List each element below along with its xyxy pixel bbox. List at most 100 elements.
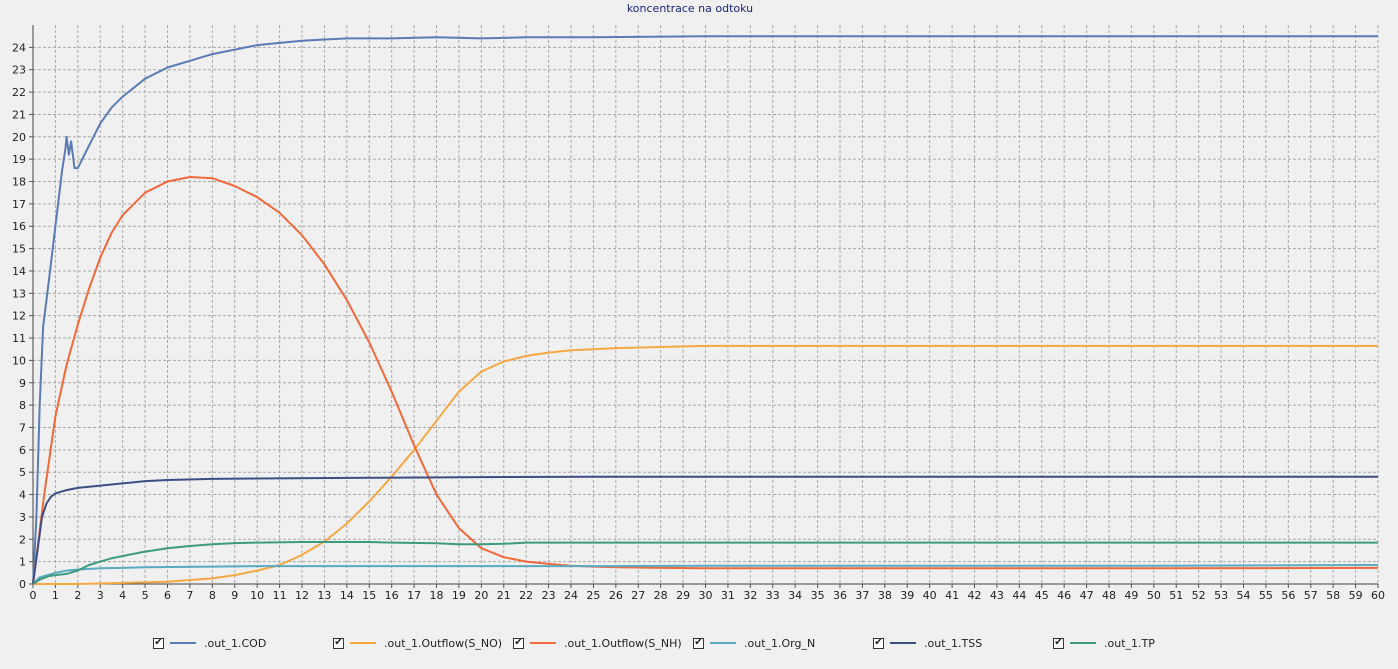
y-tick-label: 5 bbox=[19, 466, 26, 479]
x-tick-label: 34 bbox=[788, 589, 802, 602]
legend-checkbox[interactable]: ✔ bbox=[153, 637, 164, 649]
series-line-3 bbox=[32, 564, 1379, 585]
legend-label: .out_1.COD bbox=[204, 636, 267, 650]
x-tick-label: 11 bbox=[273, 589, 287, 602]
x-tick-label: 16 bbox=[385, 589, 399, 602]
x-tick-label: 59 bbox=[1349, 589, 1363, 602]
x-tick-label: 36 bbox=[833, 589, 847, 602]
legend-swatch bbox=[170, 642, 196, 644]
series-line-4 bbox=[32, 475, 1378, 585]
x-tick-label: 29 bbox=[676, 589, 690, 602]
legend-item[interactable]: ✔ .out_1.TSS bbox=[873, 634, 982, 652]
x-tick-label: 56 bbox=[1281, 589, 1295, 602]
x-tick-label: 33 bbox=[766, 589, 780, 602]
x-tick-label: 53 bbox=[1214, 589, 1228, 602]
x-tick-label: 15 bbox=[362, 589, 376, 602]
y-tick-label: 24 bbox=[12, 41, 26, 54]
series-lines bbox=[32, 35, 1379, 585]
x-tick-label: 5 bbox=[142, 589, 149, 602]
x-tick-label: 27 bbox=[631, 589, 645, 602]
x-tick-label: 55 bbox=[1259, 589, 1273, 602]
x-tick-label: 45 bbox=[1035, 589, 1049, 602]
legend-checkbox[interactable]: ✔ bbox=[693, 637, 704, 649]
y-tick-label: 10 bbox=[12, 354, 26, 367]
x-tick-label: 50 bbox=[1147, 589, 1161, 602]
legend-swatch bbox=[350, 642, 376, 644]
legend-item[interactable]: ✔ .out_1.Outflow(S_NH) bbox=[513, 634, 682, 652]
x-tick-label: 12 bbox=[295, 589, 309, 602]
series-line-0 bbox=[32, 35, 1378, 585]
y-tick-label: 8 bbox=[19, 399, 26, 412]
x-tick-label: 25 bbox=[586, 589, 600, 602]
legend-checkbox[interactable]: ✔ bbox=[513, 637, 524, 649]
x-tick-label: 32 bbox=[743, 589, 757, 602]
x-tick-label: 58 bbox=[1326, 589, 1340, 602]
y-tick-label: 15 bbox=[12, 243, 26, 256]
y-tick-label: 16 bbox=[12, 220, 26, 233]
x-tick-label: 6 bbox=[164, 589, 171, 602]
legend-item[interactable]: ✔ .out_1.COD bbox=[153, 634, 266, 652]
series-line-5 bbox=[32, 541, 1378, 585]
x-tick-label: 57 bbox=[1304, 589, 1318, 602]
x-tick-label: 40 bbox=[923, 589, 937, 602]
legend-label: .out_1.Outflow(S_NH) bbox=[564, 636, 682, 650]
x-tick-label: 22 bbox=[519, 589, 533, 602]
legend-item[interactable]: ✔ .out_1.TP bbox=[1053, 634, 1155, 652]
y-tick-label: 11 bbox=[12, 332, 26, 345]
x-tick-label: 2 bbox=[74, 589, 81, 602]
y-tick-label: 9 bbox=[19, 377, 26, 390]
x-tick-label: 1 bbox=[52, 589, 59, 602]
legend-label: .out_1.TP bbox=[1104, 636, 1155, 650]
x-tick-label: 18 bbox=[430, 589, 444, 602]
y-tick-label: 2 bbox=[19, 533, 26, 546]
x-tick-label: 23 bbox=[542, 589, 556, 602]
x-tick-label: 38 bbox=[878, 589, 892, 602]
y-tick-label: 21 bbox=[12, 108, 26, 121]
x-tick-label: 10 bbox=[250, 589, 264, 602]
legend-checkbox[interactable]: ✔ bbox=[1053, 637, 1064, 649]
chart-title: koncentrace na odtoku bbox=[627, 2, 753, 15]
x-tick-label: 30 bbox=[699, 589, 713, 602]
x-tick-label: 46 bbox=[1057, 589, 1071, 602]
x-tick-label: 14 bbox=[340, 589, 354, 602]
x-tick-label: 35 bbox=[811, 589, 825, 602]
series-line-1 bbox=[33, 344, 1378, 585]
x-tick-label: 51 bbox=[1169, 589, 1183, 602]
y-tick-label: 23 bbox=[12, 64, 26, 77]
x-tick-label: 60 bbox=[1371, 589, 1385, 602]
y-tick-label: 18 bbox=[12, 176, 26, 189]
y-tick-label: 14 bbox=[12, 265, 26, 278]
x-tick-label: 13 bbox=[317, 589, 331, 602]
y-tick-label: 13 bbox=[12, 287, 26, 300]
y-tick-label: 12 bbox=[12, 310, 26, 323]
legend-item[interactable]: ✔ .out_1.Outflow(S_NO) bbox=[333, 634, 502, 652]
x-tick-label: 24 bbox=[564, 589, 578, 602]
x-tick-label: 26 bbox=[609, 589, 623, 602]
axes bbox=[29, 25, 1379, 588]
legend-swatch bbox=[710, 642, 736, 644]
x-tick-label: 9 bbox=[231, 589, 238, 602]
legend-label: .out_1.Outflow(S_NO) bbox=[384, 636, 503, 650]
x-tick-label: 42 bbox=[968, 589, 982, 602]
y-tick-label: 22 bbox=[12, 86, 26, 99]
grid bbox=[33, 25, 1379, 584]
legend-label: .out_1.TSS bbox=[924, 636, 983, 650]
y-tick-label: 7 bbox=[19, 421, 26, 434]
legend-swatch bbox=[530, 642, 556, 644]
legend-item[interactable]: ✔ .out_1.Org_N bbox=[693, 634, 815, 652]
x-tick-label: 41 bbox=[945, 589, 959, 602]
legend-checkbox[interactable]: ✔ bbox=[333, 637, 344, 649]
legend-checkbox[interactable]: ✔ bbox=[873, 637, 884, 649]
x-tick-label: 52 bbox=[1192, 589, 1206, 602]
y-tick-label: 6 bbox=[19, 444, 26, 457]
x-tick-label: 4 bbox=[119, 589, 126, 602]
x-tick-label: 17 bbox=[407, 589, 421, 602]
legend-swatch bbox=[890, 642, 916, 644]
x-tick-label: 8 bbox=[209, 589, 216, 602]
x-tick-label: 39 bbox=[900, 589, 914, 602]
legend-label: .out_1.Org_N bbox=[744, 636, 816, 650]
x-tick-label: 44 bbox=[1012, 589, 1026, 602]
y-tick-label: 1 bbox=[19, 556, 26, 569]
y-tick-label: 17 bbox=[12, 198, 26, 211]
